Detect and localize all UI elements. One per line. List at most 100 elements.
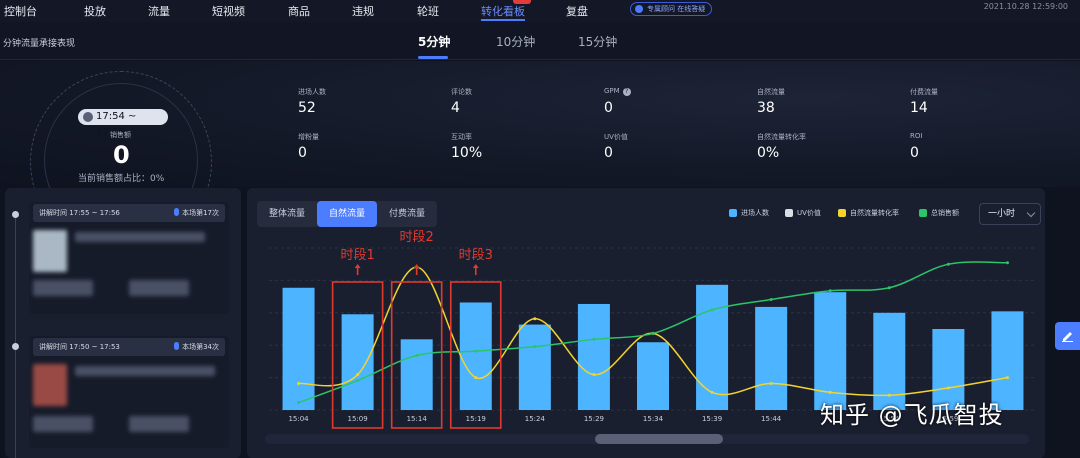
line-point[interactable] (533, 345, 537, 349)
time-range-value: 一小时 (988, 209, 1016, 219)
line-point[interactable] (1005, 261, 1009, 265)
bar-visitors[interactable] (755, 306, 788, 410)
nav-item-review[interactable]: 复盘 (566, 5, 588, 18)
section-caption: 分钟流量承接表现 (3, 39, 76, 49)
highlight-arrowhead (354, 264, 361, 268)
session-card[interactable]: 讲解时间 17:50 ~ 17:53 本场第34次 (29, 336, 229, 448)
tab-15-minutes[interactable]: 15分钟 (578, 35, 618, 49)
nav-item-products[interactable]: 商品 (288, 5, 310, 18)
nav-item-ads[interactable]: 投放 (84, 5, 106, 18)
line-point[interactable] (651, 331, 655, 335)
redacted-text (129, 416, 189, 432)
edit-button[interactable] (1055, 322, 1080, 350)
highlight-label: 时段2 (400, 230, 434, 245)
session-card[interactable]: 讲解时间 17:55 ~ 17:56 本场第17次 (29, 202, 229, 314)
x-tick-label: 15:59 (938, 415, 958, 423)
metric-value: 0% (757, 145, 780, 161)
tab-5-minutes[interactable]: 5分钟 (418, 35, 451, 49)
traffic-chart-panel: 15:04 15:09 15:14 15:19 15:24 15:29 15:34 15:39… (247, 188, 1045, 458)
metric-label: 付费流量 (910, 88, 938, 96)
legend-item[interactable]: 自然流量转化率 (838, 208, 899, 218)
line-point[interactable] (415, 354, 419, 358)
line-point[interactable] (828, 390, 832, 394)
bar-visitors[interactable] (577, 303, 610, 410)
x-tick-label: 15:44 (761, 415, 782, 423)
segment-overall-traffic[interactable]: 整体流量 (269, 209, 306, 219)
bar-visitors[interactable] (341, 314, 374, 410)
line-point[interactable] (533, 317, 537, 321)
metric-label: 互动率 (451, 133, 472, 141)
legend-item[interactable]: 进场人数 (729, 208, 769, 218)
line-point[interactable] (297, 401, 301, 405)
bar-visitors[interactable] (696, 284, 729, 410)
metric-label: 评论数 (451, 88, 472, 96)
nav-item-console[interactable]: 控制台 (4, 5, 37, 18)
line-point[interactable] (592, 337, 596, 341)
nav-item-traffic[interactable]: 流量 (148, 5, 170, 18)
bar-visitors[interactable] (459, 302, 492, 410)
redacted-text (75, 232, 205, 242)
legend-label: 进场人数 (741, 209, 769, 217)
legend-label: 总销售额 (931, 209, 959, 217)
bar-visitors[interactable] (637, 342, 669, 410)
line-point[interactable] (946, 262, 950, 266)
chart-scrollbar-thumb[interactable] (595, 434, 723, 444)
nav-item-shift[interactable]: 轮班 (417, 5, 439, 18)
x-tick-label: 15:39 (702, 415, 722, 423)
line-point[interactable] (1005, 376, 1009, 380)
session-count-text: 本场第34次 (182, 343, 219, 351)
x-tick-label: 15:29 (584, 415, 604, 423)
line-point[interactable] (297, 381, 301, 385)
redacted-text (75, 366, 215, 376)
session-time: 讲解时间 17:55 ~ 17:56 (39, 209, 120, 217)
line-point[interactable] (474, 376, 478, 380)
line-point[interactable] (356, 373, 360, 377)
metric-value: 0 (604, 145, 613, 161)
bar-visitors[interactable] (518, 324, 551, 410)
metric-value: 4 (451, 100, 460, 116)
segment-paid-traffic[interactable]: 付费流量 (389, 209, 426, 219)
line-point[interactable] (474, 349, 478, 353)
consultant-help-button[interactable]: 专属顾问 在线答疑 (630, 2, 713, 16)
tab-10-minutes[interactable]: 10分钟 (496, 35, 536, 49)
segment-natural-traffic[interactable]: 自然流量 (317, 201, 378, 227)
x-tick-label: 15:09 (348, 415, 368, 423)
line-point[interactable] (828, 289, 832, 293)
help-icon[interactable]: ? (622, 88, 631, 96)
metric-value: 0 (604, 100, 613, 116)
line-point[interactable] (592, 373, 596, 377)
bar-visitors[interactable] (400, 339, 433, 410)
x-tick-label: 15:24 (525, 415, 546, 423)
sales-share: 当前销售额占比：0% (78, 174, 165, 184)
bar-visitors[interactable] (282, 287, 315, 410)
bar-visitors[interactable] (991, 311, 1024, 410)
line-point[interactable] (710, 308, 714, 312)
line-point[interactable] (946, 386, 950, 390)
legend-item[interactable]: 总销售额 (919, 208, 959, 218)
interval-bar: 分钟流量承接表现 5分钟 10分钟 15分钟 (0, 22, 1080, 60)
bar-visitors[interactable] (932, 329, 965, 410)
traffic-chart: 15:04 15:09 15:14 15:19 15:24 15:29 15:34 15:39… (269, 230, 1037, 429)
line-point[interactable] (769, 381, 773, 385)
series-line (298, 266, 1008, 397)
current-datetime: 2021.10.28 12:59:00 (983, 2, 1068, 11)
nav-item-short-video[interactable]: 短视频 (212, 5, 245, 18)
x-tick-label: 15:34 (643, 415, 664, 423)
line-point[interactable] (769, 298, 773, 302)
line-point[interactable] (710, 390, 714, 394)
legend-item[interactable]: UV价值 (785, 208, 821, 218)
x-tick-label: 15:04 (288, 415, 309, 423)
line-point[interactable] (887, 286, 891, 290)
metric-value: 38 (757, 100, 775, 116)
time-range-select[interactable]: 一小时 (979, 203, 1041, 225)
line-point[interactable] (356, 379, 360, 383)
top-nav: 控制台 投放 流量 短视频 商品 违规 轮班 转化看板 复盘 专属顾问 在线答疑… (0, 0, 1080, 22)
nav-item-violations[interactable]: 违规 (352, 5, 374, 18)
time-range-pill: 17:54 ~ 17:56 (78, 109, 168, 138)
highlight-box (449, 281, 502, 429)
metric-label: 自然流量 (757, 88, 785, 96)
line-point[interactable] (887, 393, 891, 397)
metric-label: 进场人数 (298, 88, 326, 96)
nav-item-conversion-board[interactable]: 转化看板 (481, 5, 525, 18)
